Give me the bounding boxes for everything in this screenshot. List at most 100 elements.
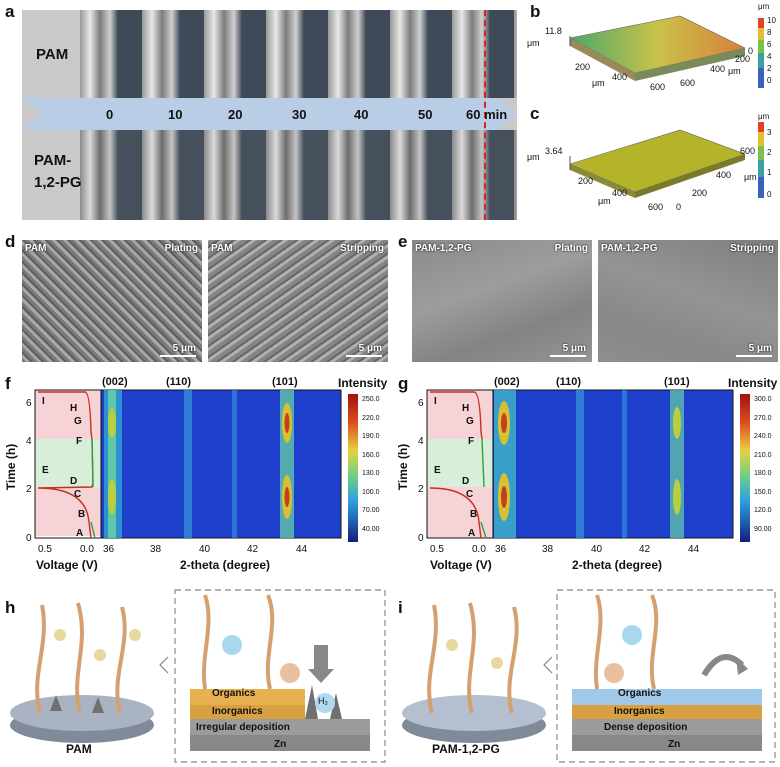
f-ttick: 42 — [247, 544, 259, 555]
schematic-h — [10, 589, 386, 763]
f-cbar-tick: 250.0 — [362, 396, 380, 403]
f-xlabel-v: Voltage (V) — [36, 558, 98, 572]
c-ytick: 0 — [676, 202, 682, 212]
f-ttick: 38 — [150, 544, 162, 555]
g-cbar-tick: 300.0 — [754, 396, 772, 403]
scale-bar — [550, 355, 586, 357]
g-cbar-tick: 270.0 — [754, 414, 772, 422]
row-label-pam: PAM — [36, 46, 69, 63]
i-layer: Dense deposition — [604, 722, 688, 733]
h-caption: PAM — [66, 742, 92, 756]
g-vtick: 0.0 — [472, 544, 486, 555]
g-cbar-tick: 210.0 — [754, 451, 772, 459]
scale-label: 5 μm — [172, 343, 196, 354]
panel-label-i: i — [398, 598, 403, 617]
h-layer: Irregular deposition — [196, 722, 290, 733]
g-ytick: 6 — [418, 398, 424, 409]
g-point: F — [468, 436, 475, 447]
f-ttick: 44 — [296, 544, 308, 555]
sem-pg-stripping: PAM-1,2-PG Stripping 5 μm — [598, 240, 778, 362]
row-label-pg-l2: 1,2-PG — [34, 174, 82, 191]
f-point: C — [74, 489, 82, 500]
f-peak: (101) — [272, 376, 298, 388]
g-point: C — [466, 489, 474, 500]
f-point: D — [70, 476, 78, 487]
row-pg-images — [80, 130, 517, 220]
scale-bar — [346, 355, 382, 357]
c-zunit: μm — [527, 152, 540, 162]
g-ttick: 36 — [495, 544, 507, 555]
g-cbar-tick: 150.0 — [754, 488, 772, 496]
f-cbar-tick: 130.0 — [362, 470, 380, 477]
c-cbar-tick: 1 — [767, 168, 772, 177]
c-cbar-tick: 0 — [767, 190, 772, 199]
b-ytick: 200 — [735, 54, 751, 64]
optical-image-panel: PAM PAM- 1,2-PG — [22, 10, 517, 220]
g-ytick: 2 — [418, 484, 424, 495]
g-peak: (101) — [664, 376, 690, 388]
g-cbar-tick: 120.0 — [754, 507, 772, 514]
panel-label-e: e — [398, 232, 408, 251]
panel-label-h: h — [5, 598, 16, 617]
b-zval: 11.8 — [545, 26, 562, 36]
panel-label-a: a — [5, 2, 15, 21]
chart-g — [426, 389, 750, 542]
g-cbar-tick: 240.0 — [754, 433, 772, 440]
b-xtick: 400 — [612, 72, 628, 82]
b-ytick: 400 — [710, 64, 726, 74]
f-point: B — [78, 509, 86, 520]
sem-label: PAM — [211, 243, 233, 254]
f-ytick: 0 — [26, 533, 32, 544]
f-point: G — [74, 416, 82, 427]
cbar-b — [758, 18, 764, 88]
h-layer: Zn — [274, 739, 287, 750]
c-xunit: μm — [598, 196, 611, 206]
f-cbar-tick: 70.00 — [362, 507, 380, 514]
b-cbar-tick: 6 — [767, 40, 772, 49]
f-cbar-tick: 220.0 — [362, 414, 380, 422]
f-vtick: 0.5 — [38, 544, 52, 555]
g-peak: (002) — [494, 376, 520, 388]
f-ylabel: Time (h) — [4, 443, 19, 491]
c-ytick: 400 — [716, 170, 732, 180]
c-yunit: μm — [744, 172, 757, 182]
b-ytick: 600 — [680, 78, 696, 88]
time-arrow — [22, 98, 517, 130]
g-ytick: 4 — [418, 436, 424, 447]
g-ttick: 40 — [591, 544, 603, 555]
time-30: 30 — [292, 107, 307, 122]
f-point: A — [76, 528, 84, 539]
b-cbar-tick: 0 — [767, 76, 772, 85]
panel-label-f: f — [5, 374, 11, 393]
f-point: E — [42, 465, 49, 476]
red-dashed-line — [484, 10, 486, 220]
scale-label: 5 μm — [748, 343, 772, 354]
c-cbar-tick: 3 — [767, 128, 772, 137]
g-ylabel: Time (h) — [396, 443, 411, 491]
chart-f — [34, 389, 358, 542]
panel-label-b: b — [530, 2, 541, 21]
time-60: 60 min — [466, 107, 508, 122]
row-label-pg-l1: PAM- — [34, 152, 72, 169]
cbar-c — [758, 122, 764, 198]
c-xtick: 200 — [578, 176, 594, 186]
sem-label: PAM — [25, 243, 47, 254]
f-point: I — [42, 396, 45, 407]
i-layer: Inorganics — [614, 706, 665, 717]
g-ttick: 38 — [542, 544, 554, 555]
i-layer: Zn — [668, 739, 681, 750]
f-ttick: 36 — [103, 544, 115, 555]
c-cbar-tick: 2 — [767, 148, 772, 157]
sem-label: PAM-1,2-PG — [415, 243, 472, 254]
f-ytick: 4 — [26, 436, 32, 447]
time-50: 50 — [418, 107, 433, 122]
f-cbar-tick: 100.0 — [362, 488, 380, 496]
surface-3d-c — [569, 122, 764, 198]
g-xlabel-t: 2-theta (degree) — [572, 558, 663, 572]
g-point: B — [470, 509, 478, 520]
f-peak: (110) — [166, 376, 192, 388]
f-colorbar — [348, 394, 358, 542]
g-point: D — [462, 476, 470, 487]
scale-label: 5 μm — [562, 343, 586, 354]
f-point: F — [76, 436, 83, 447]
